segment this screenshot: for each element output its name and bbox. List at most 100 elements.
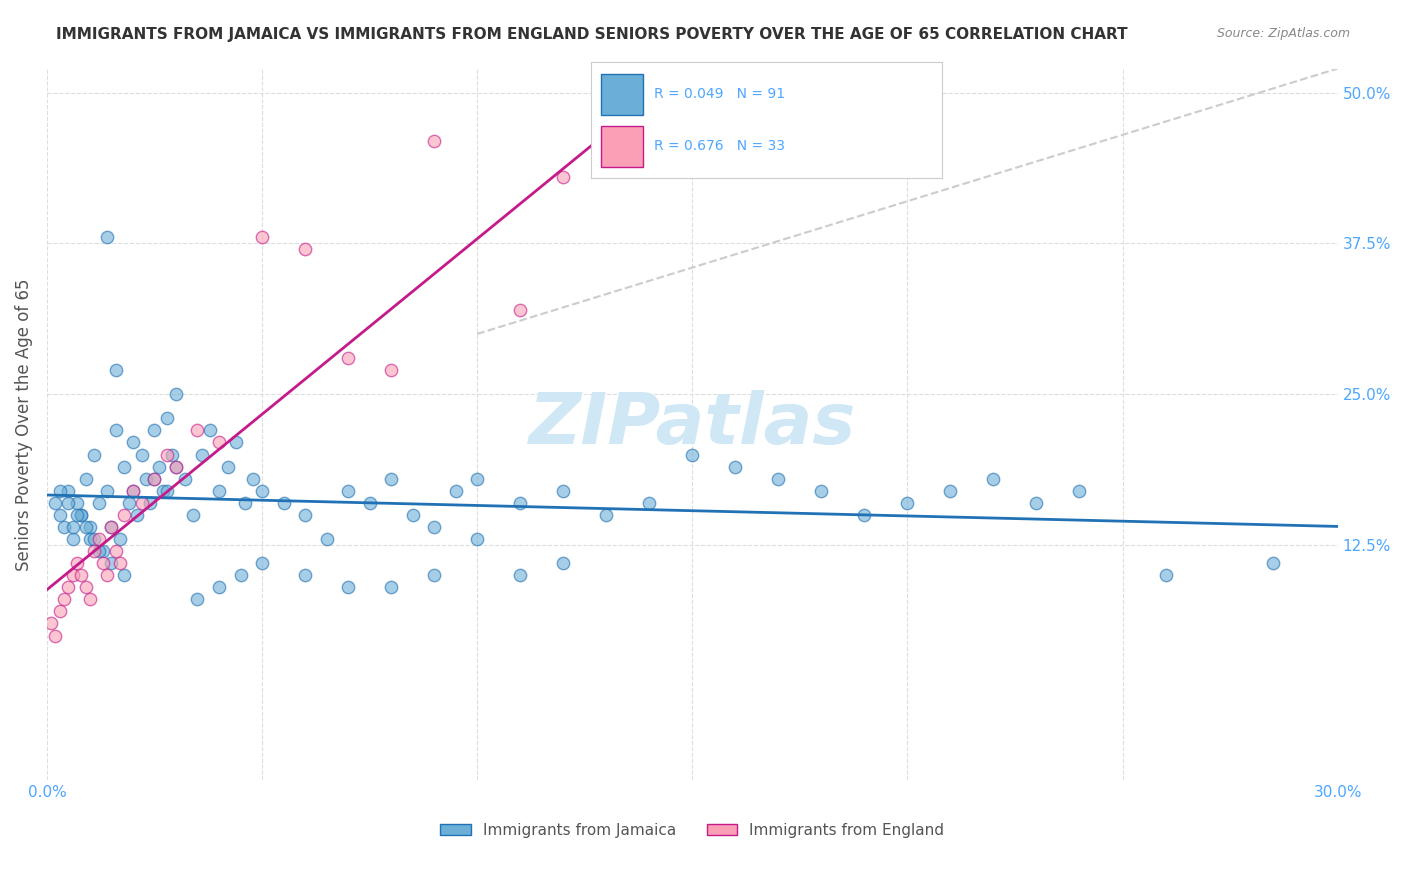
Immigrants from Jamaica [724,459,747,474]
Immigrants from Jamaica [595,508,617,522]
Immigrants from England [49,604,72,618]
Immigrants from England [58,580,80,594]
Immigrants from Jamaica [62,532,84,546]
Immigrants from Jamaica [100,520,122,534]
Text: R = 0.676   N = 33: R = 0.676 N = 33 [654,139,785,153]
Immigrants from England [423,134,446,148]
Immigrants from Jamaica [139,496,162,510]
Immigrants from Jamaica [75,520,97,534]
Immigrants from England [79,592,101,607]
Immigrants from Jamaica [217,459,239,474]
Y-axis label: Seniors Poverty Over the Age of 65: Seniors Poverty Over the Age of 65 [15,278,32,571]
Immigrants from England [165,459,187,474]
Immigrants from Jamaica [87,496,110,510]
Immigrants from Jamaica [104,424,127,438]
Immigrants from England [509,302,531,317]
Immigrants from Jamaica [1069,483,1091,498]
Immigrants from Jamaica [229,568,252,582]
Text: ZIPatlas: ZIPatlas [529,390,856,458]
Immigrants from England [143,472,166,486]
Immigrants from Jamaica [186,592,208,607]
Immigrants from Jamaica [79,520,101,534]
Immigrants from England [70,568,93,582]
Immigrants from Jamaica [44,496,66,510]
Immigrants from Jamaica [66,508,89,522]
Immigrants from England [186,424,208,438]
Immigrants from Jamaica [122,435,145,450]
Immigrants from England [208,435,231,450]
Immigrants from Jamaica [1025,496,1047,510]
Immigrants from Jamaica [465,472,488,486]
Immigrants from England [100,520,122,534]
Immigrants from Jamaica [117,496,139,510]
Immigrants from England [87,532,110,546]
Immigrants from Jamaica [112,459,135,474]
Immigrants from Jamaica [681,448,703,462]
Immigrants from England [66,556,89,570]
Immigrants from Jamaica [250,556,273,570]
Immigrants from Jamaica [49,483,72,498]
Immigrants from Jamaica [143,424,166,438]
Immigrants from Jamaica [1154,568,1177,582]
Immigrants from Jamaica [108,532,131,546]
Immigrants from Jamaica [553,556,575,570]
Immigrants from Jamaica [273,496,295,510]
Immigrants from Jamaica [200,424,222,438]
Immigrants from England [75,580,97,594]
Immigrants from Jamaica [181,508,204,522]
Immigrants from Jamaica [83,532,105,546]
FancyBboxPatch shape [602,74,644,114]
Immigrants from Jamaica [337,580,360,594]
Immigrants from Jamaica [104,363,127,377]
Immigrants from Jamaica [62,520,84,534]
Immigrants from Jamaica [91,544,114,558]
Immigrants from Jamaica [1261,556,1284,570]
Immigrants from England [108,556,131,570]
Immigrants from Jamaica [380,580,402,594]
Immigrants from Jamaica [96,483,118,498]
Immigrants from England [294,243,316,257]
Immigrants from Jamaica [165,459,187,474]
Immigrants from England [62,568,84,582]
Immigrants from Jamaica [165,387,187,401]
Immigrants from Jamaica [250,483,273,498]
Immigrants from Jamaica [768,472,790,486]
Immigrants from Jamaica [156,411,179,425]
Immigrants from England [659,158,682,172]
Immigrants from England [131,496,153,510]
Immigrants from Jamaica [143,472,166,486]
Immigrants from England [39,616,62,631]
Immigrants from Jamaica [75,472,97,486]
Immigrants from Jamaica [225,435,247,450]
Immigrants from England [44,628,66,642]
Immigrants from Jamaica [983,472,1005,486]
Immigrants from England [553,170,575,185]
Immigrants from Jamaica [294,508,316,522]
Immigrants from Jamaica [135,472,157,486]
Immigrants from Jamaica [70,508,93,522]
Immigrants from England [156,448,179,462]
Immigrants from England [91,556,114,570]
Immigrants from Jamaica [509,496,531,510]
Immigrants from Jamaica [465,532,488,546]
FancyBboxPatch shape [602,126,644,167]
Immigrants from Jamaica [66,496,89,510]
Immigrants from Jamaica [380,472,402,486]
Immigrants from Jamaica [58,496,80,510]
Immigrants from Jamaica [359,496,381,510]
Immigrants from Jamaica [337,483,360,498]
Immigrants from England [250,230,273,244]
Immigrants from Jamaica [148,459,170,474]
Immigrants from Jamaica [233,496,256,510]
Immigrants from Jamaica [156,483,179,498]
Immigrants from Jamaica [423,568,446,582]
Immigrants from Jamaica [152,483,174,498]
Immigrants from Jamaica [423,520,446,534]
Text: IMMIGRANTS FROM JAMAICA VS IMMIGRANTS FROM ENGLAND SENIORS POVERTY OVER THE AGE : IMMIGRANTS FROM JAMAICA VS IMMIGRANTS FR… [56,27,1128,42]
Immigrants from Jamaica [100,556,122,570]
Immigrants from Jamaica [444,483,467,498]
Immigrants from Jamaica [242,472,264,486]
Immigrants from Jamaica [127,508,149,522]
Immigrants from Jamaica [49,508,72,522]
Immigrants from England [96,568,118,582]
